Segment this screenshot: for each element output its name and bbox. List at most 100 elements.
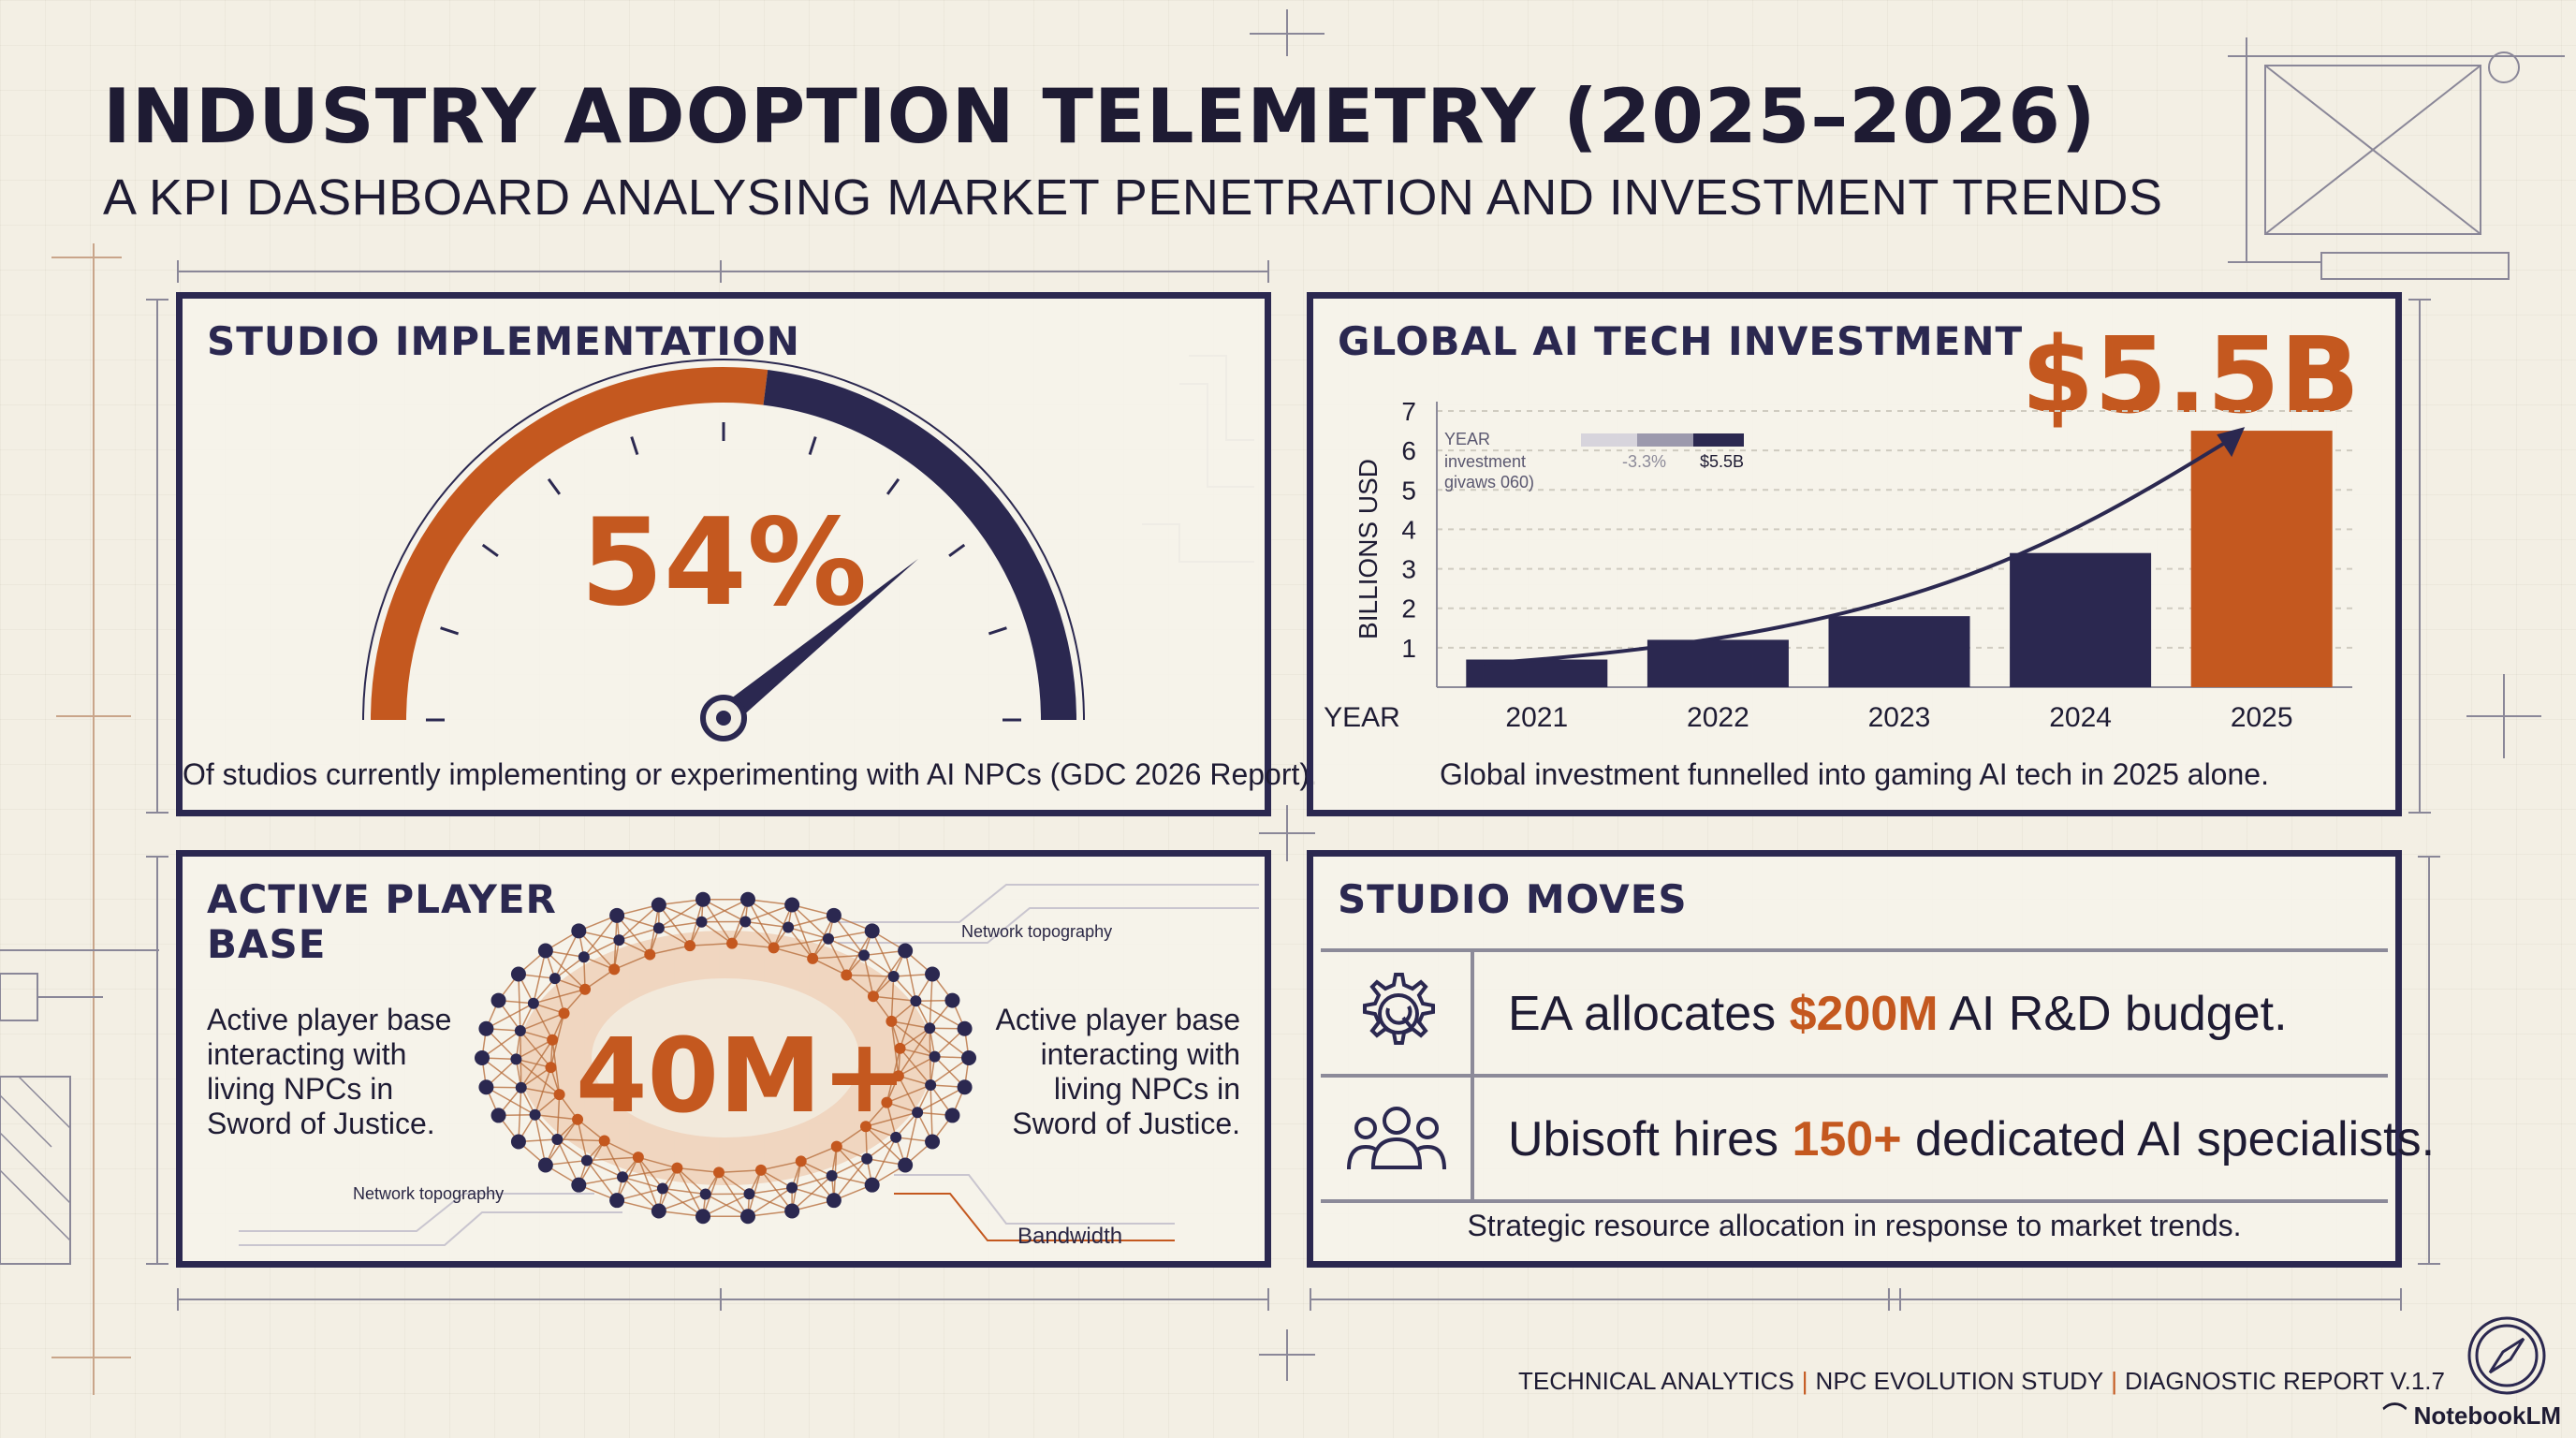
network-node xyxy=(924,1022,936,1034)
network-link xyxy=(929,1085,933,1142)
network-link xyxy=(481,1057,522,1089)
player-left-line: Sword of Justice. xyxy=(207,1107,435,1140)
bar xyxy=(2010,552,2152,687)
gauge-needle-center xyxy=(716,711,731,726)
network-link xyxy=(622,1176,664,1190)
panel-title-implementation: STUDIO IMPLEMENTATION xyxy=(207,318,800,364)
network-node xyxy=(475,1050,490,1065)
gauge-tick xyxy=(886,477,900,495)
network-node xyxy=(558,1007,570,1020)
brand-logo: ⌒ NotebookLM xyxy=(2382,1397,2561,1431)
network-link xyxy=(554,931,579,979)
network-node xyxy=(881,1096,893,1108)
network-link xyxy=(773,937,829,949)
network-node xyxy=(739,1209,755,1225)
network-link xyxy=(898,1075,918,1113)
move-text-post: dedicated AI specialists. xyxy=(1901,1112,2436,1167)
network-link xyxy=(515,1058,561,1095)
circuit-trace xyxy=(838,907,1259,944)
network-link xyxy=(677,1167,720,1174)
network-node xyxy=(712,1167,724,1179)
network-node xyxy=(571,923,587,939)
network-link xyxy=(747,1186,793,1217)
network-node xyxy=(961,1050,976,1065)
studio-moves-panel: STUDIO MOVES EA allocates $200M AI R&D b… xyxy=(1307,850,2435,1268)
network-link xyxy=(577,1119,606,1142)
network-link xyxy=(586,1159,623,1178)
y-tick-label: 4 xyxy=(1401,515,1416,544)
network-node xyxy=(826,1169,838,1181)
network-link xyxy=(836,1146,873,1186)
network-node xyxy=(841,969,853,981)
network-link xyxy=(613,953,651,971)
network-link xyxy=(863,954,895,977)
network-topography-label-bottom: Network topography xyxy=(353,1184,505,1203)
network-node xyxy=(786,1181,798,1194)
network-node xyxy=(807,952,819,964)
move-text-pre: Ubisoft hires xyxy=(1508,1112,1793,1167)
footer-separator: | xyxy=(1801,1367,1808,1395)
network-link xyxy=(516,1058,551,1068)
legend-val: $5.5B xyxy=(1700,452,1744,471)
network-node xyxy=(929,1050,941,1063)
network-node xyxy=(695,916,708,928)
network-node xyxy=(784,897,800,913)
network-link xyxy=(731,942,774,949)
network-link xyxy=(518,974,521,1031)
network-link xyxy=(619,939,651,956)
network-link xyxy=(749,1186,793,1195)
player-right-line: living NPCs in xyxy=(1053,1072,1240,1106)
network-topography-graphic xyxy=(239,884,1259,1246)
network-node xyxy=(695,1209,711,1225)
network-node xyxy=(925,966,941,982)
legend-swatch xyxy=(1637,433,1693,447)
page-subtitle: A KPI DASHBOARD ANALYSING MARKET PENETRA… xyxy=(103,169,2163,226)
network-node xyxy=(510,966,526,982)
network-link xyxy=(619,927,660,941)
network-node xyxy=(944,992,960,1008)
network-link xyxy=(773,946,813,960)
x-tick-label: 2021 xyxy=(1505,702,1568,733)
network-node xyxy=(478,1020,494,1036)
circuit-trace xyxy=(894,1174,1175,1225)
network-node xyxy=(579,983,592,995)
gauge-filled-arc xyxy=(371,367,768,721)
player-left-line: Active player base xyxy=(207,1003,452,1036)
legend-text: givaws 060) xyxy=(1444,473,1534,492)
network-node xyxy=(514,1024,526,1036)
network-link xyxy=(791,1175,832,1189)
gauge-remaining-arc xyxy=(763,369,1076,721)
network-link xyxy=(520,1066,551,1089)
studio-move-text: EA allocates $200M AI R&D budget. xyxy=(1508,986,2288,1042)
circuit-trace xyxy=(239,1211,622,1246)
move-text-highlight: $200M xyxy=(1789,987,1939,1041)
people-icon xyxy=(1347,1107,1446,1170)
network-link xyxy=(900,1048,935,1058)
gauge-tick xyxy=(988,626,1007,636)
network-link xyxy=(702,1193,750,1217)
network-node xyxy=(783,921,795,933)
network-node xyxy=(699,1188,711,1200)
network-node xyxy=(598,1135,610,1147)
network-node xyxy=(912,1107,924,1119)
network-node xyxy=(651,1203,666,1219)
network-link xyxy=(533,950,547,1004)
investment-bar-chart: 1 2 3 4 5 6 7 BILLIONS USD YEAR 2021 2022 2023 2024 2… xyxy=(1324,397,2352,733)
network-link xyxy=(846,974,894,977)
network-node xyxy=(578,951,590,963)
gauge-outer-ring xyxy=(362,359,1085,721)
network-node xyxy=(957,1079,973,1095)
y-tick-label: 7 xyxy=(1401,397,1416,426)
moves-caption: Strategic resource allocation in respons… xyxy=(1467,1209,2242,1242)
network-link xyxy=(554,956,585,979)
network-link xyxy=(812,954,865,960)
gauge-tick xyxy=(481,543,499,558)
network-link xyxy=(812,958,847,976)
network-link xyxy=(662,1187,706,1196)
network-link xyxy=(745,920,789,929)
network-link xyxy=(690,942,733,946)
network-node xyxy=(864,923,880,939)
network-link xyxy=(616,1187,664,1201)
network-link xyxy=(791,1175,833,1212)
legend-swatch xyxy=(1693,433,1744,447)
